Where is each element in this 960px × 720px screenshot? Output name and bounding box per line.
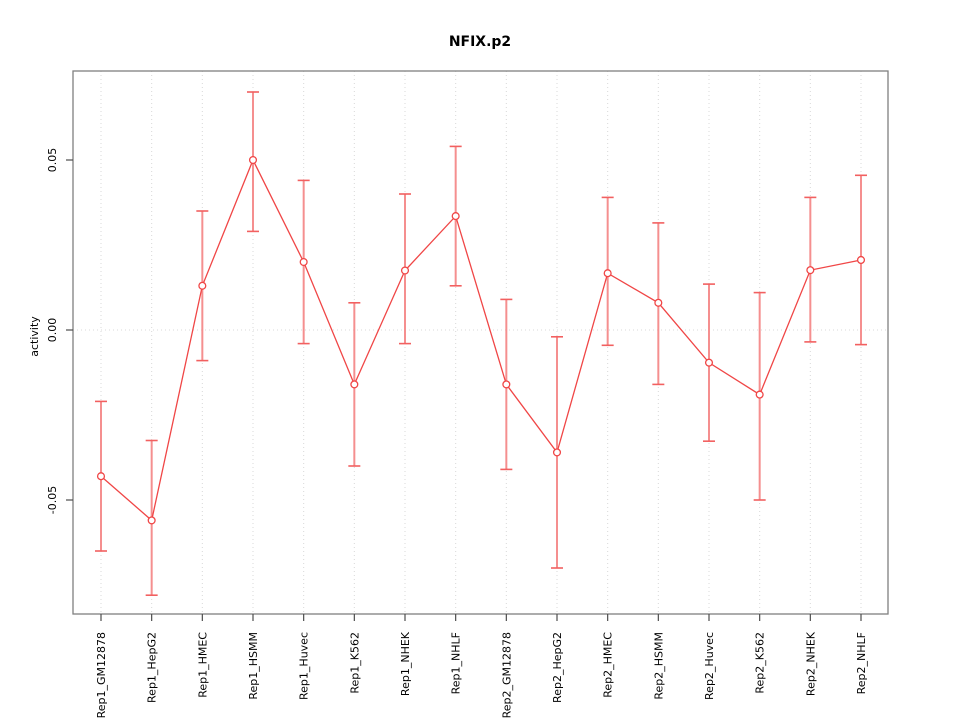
data-point bbox=[451, 212, 460, 221]
data-point bbox=[248, 155, 258, 165]
x-tick-label: Rep2_K562 bbox=[754, 632, 767, 694]
x-tick-label: Rep2_NHLF bbox=[855, 632, 868, 694]
data-point bbox=[96, 472, 106, 481]
data-point bbox=[299, 257, 308, 267]
x-tick-label: Rep1_HepG2 bbox=[146, 632, 159, 703]
x-tick-label: Rep1_NHEK bbox=[399, 631, 412, 696]
x-tick-label: Rep1_Huvec bbox=[298, 632, 311, 700]
data-point bbox=[350, 380, 359, 389]
plot-border bbox=[72, 70, 889, 615]
x-tick-label: Rep2_NHEK bbox=[804, 631, 817, 696]
data-point bbox=[806, 266, 815, 275]
x-tick-label: Rep1_GM12878 bbox=[95, 632, 108, 718]
x-tick-label: Rep1_HMEC bbox=[196, 632, 209, 698]
y-tick-label: 0.05 bbox=[46, 148, 59, 173]
data-point bbox=[603, 269, 612, 278]
data-point bbox=[856, 255, 866, 265]
y-tick-label: -0.05 bbox=[46, 486, 59, 514]
y-tick-label: 0.00 bbox=[46, 318, 59, 343]
x-tick-label: Rep1_NHLF bbox=[450, 632, 463, 694]
chart-title: NFIX.p2 bbox=[448, 34, 512, 50]
x-tick-label: Rep1_HSMM bbox=[247, 632, 260, 700]
data-point bbox=[198, 281, 207, 290]
x-tick-label: Rep2_HSMM bbox=[652, 632, 665, 700]
x-tick-label: Rep1_K562 bbox=[348, 632, 361, 694]
x-tick-label: Rep2_GM12878 bbox=[500, 632, 513, 718]
data-point bbox=[704, 358, 714, 367]
series-line bbox=[100, 158, 862, 522]
data-point bbox=[400, 266, 410, 275]
data-point bbox=[502, 380, 511, 389]
x-tick-label: Rep2_Huvec bbox=[703, 632, 716, 700]
data-point bbox=[654, 298, 663, 307]
x-tick-label: Rep2_HMEC bbox=[602, 632, 615, 698]
data-point bbox=[755, 390, 764, 399]
data-point bbox=[147, 516, 156, 525]
data-point bbox=[552, 448, 562, 457]
x-tick-label: Rep2_HepG2 bbox=[551, 632, 564, 703]
